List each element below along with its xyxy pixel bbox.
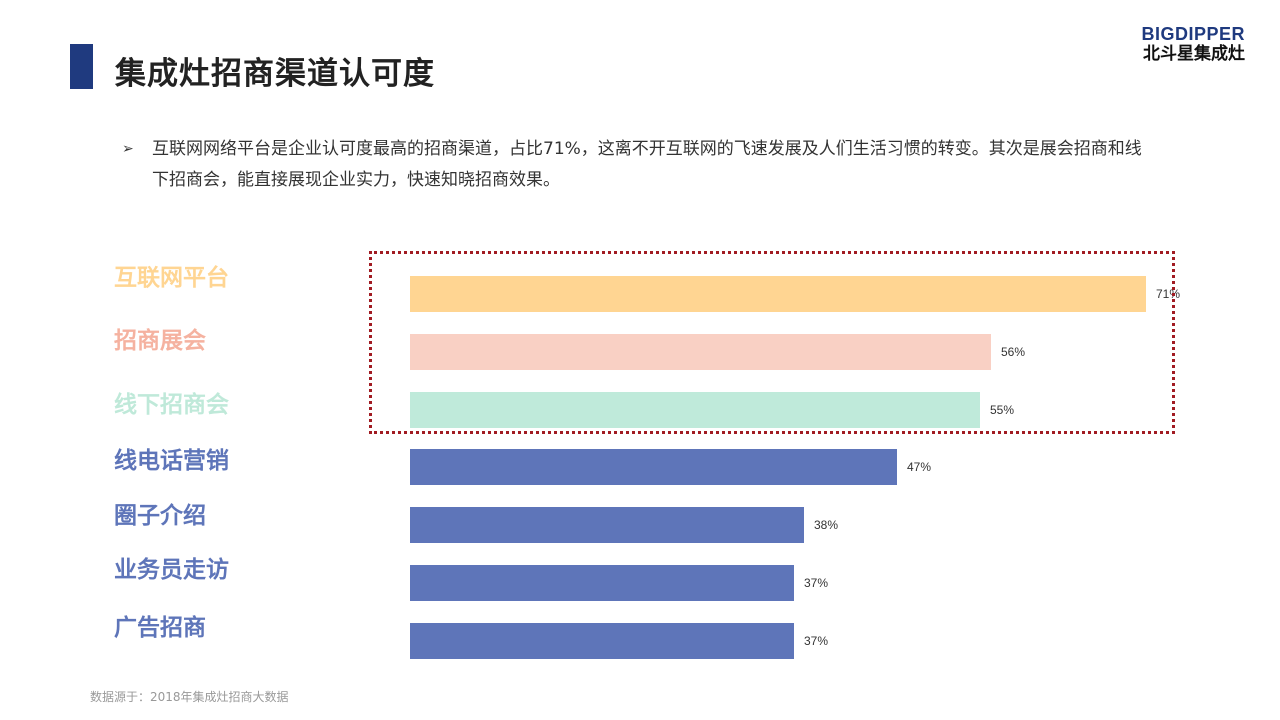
category-label: 线下招商会 <box>114 392 229 418</box>
bar-value-label: 37% <box>804 576 829 590</box>
chart-bar <box>410 334 991 370</box>
category-label: 业务员走访 <box>114 557 229 583</box>
bar-value-label: 37% <box>804 634 829 648</box>
category-label: 广告招商 <box>114 615 206 641</box>
title-accent-bar <box>70 44 93 89</box>
category-label: 圈子介绍 <box>114 503 206 529</box>
bar-value-label: 38% <box>814 518 839 532</box>
brand-logo: BIGDIPPER 北斗星集成灶 <box>1141 24 1245 64</box>
chart-bar <box>410 449 897 485</box>
chart-bar <box>410 507 804 543</box>
logo-text-cn: 北斗星集成灶 <box>1143 44 1245 64</box>
summary-bullet: ➢ 互联网网络平台是企业认可度最高的招商渠道，占比71%，这离不开互联网的飞速发… <box>122 134 1142 196</box>
logo-text-en: BIGDIPPER <box>1141 24 1245 44</box>
bar-value-label: 55% <box>990 403 1015 417</box>
category-label: 线电话营销 <box>114 448 229 474</box>
chart-bar <box>410 392 980 428</box>
summary-text: 互联网网络平台是企业认可度最高的招商渠道，占比71%，这离不开互联网的飞速发展及… <box>152 139 1142 190</box>
chart-bar <box>410 623 794 659</box>
bullet-arrow-icon: ➢ <box>122 141 134 157</box>
bar-value-label: 47% <box>907 460 932 474</box>
highlight-box <box>369 251 1175 434</box>
bar-value-label: 56% <box>1001 345 1026 359</box>
chart-bar <box>410 276 1146 312</box>
category-label: 招商展会 <box>114 328 206 354</box>
chart-bar <box>410 565 794 601</box>
category-label: 互联网平台 <box>114 265 229 291</box>
page-title: 集成灶招商渠道认可度 <box>115 56 435 92</box>
data-source-note: 数据源于：2018年集成灶招商大数据 <box>90 690 289 704</box>
